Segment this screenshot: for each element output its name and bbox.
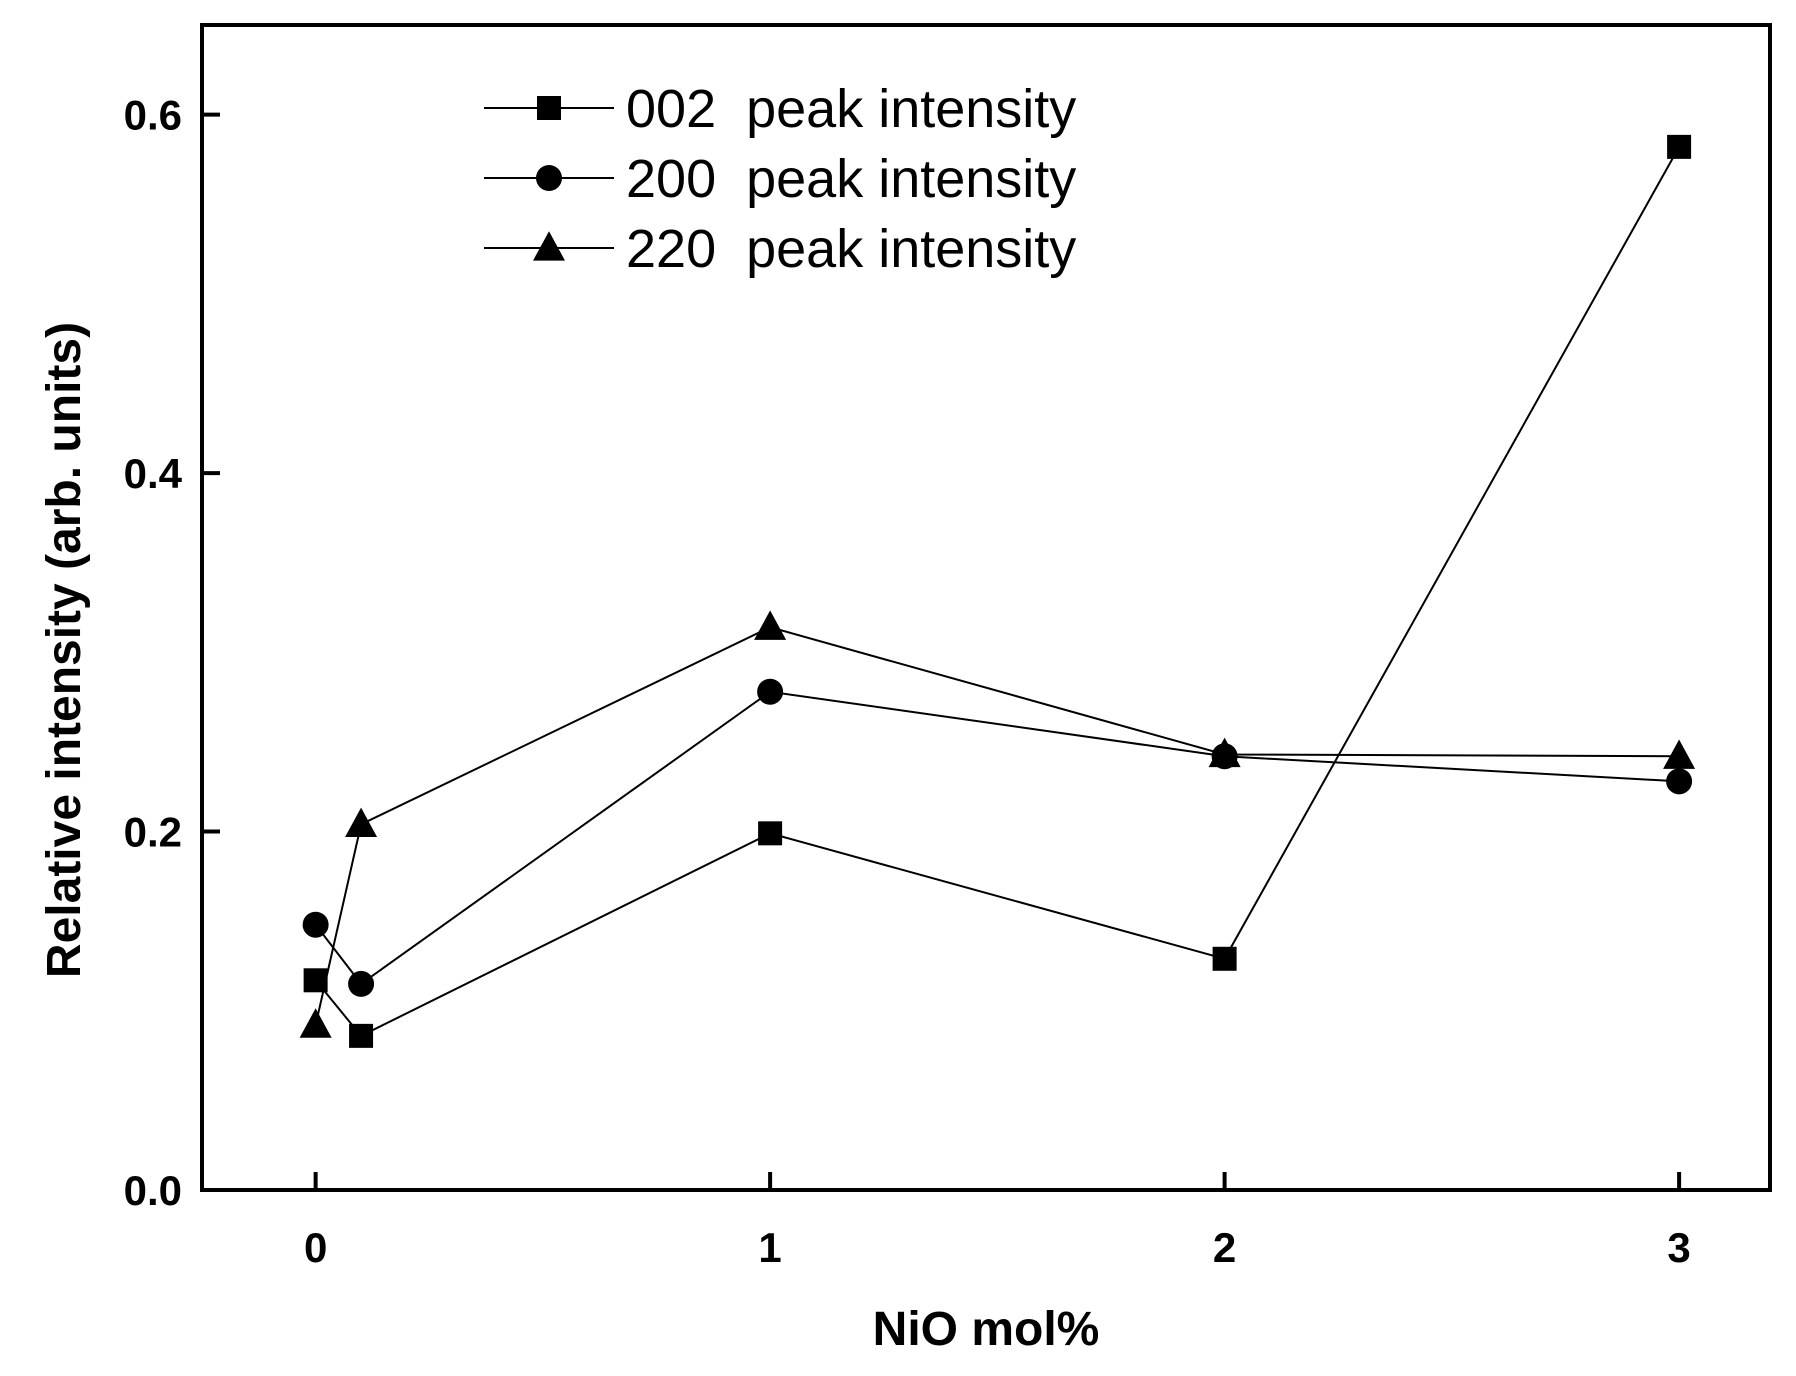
- series-triangle: [299, 610, 1696, 1038]
- data-point-square: [1667, 134, 1692, 159]
- legend-item: 002 peak intensity: [484, 79, 1076, 139]
- data-point-triangle: [345, 807, 378, 837]
- y-tick-label: 0.4: [124, 450, 183, 497]
- plot-area-frame: [200, 23, 1772, 1192]
- data-point-circle: [302, 911, 329, 938]
- legend-marker-square: [537, 96, 561, 120]
- legend-marker-triangle: [533, 231, 565, 261]
- y-tick-label: 0.0: [124, 1167, 182, 1214]
- data-point-circle: [348, 970, 375, 997]
- series-square: [303, 134, 1692, 1048]
- data-point-triangle: [299, 1008, 332, 1038]
- x-axis-title: NiO mol%: [873, 1303, 1100, 1356]
- data-point-triangle: [754, 610, 787, 640]
- series-line: [314, 690, 1680, 986]
- legend-item: 220 peak intensity: [484, 219, 1076, 279]
- series-layer: [299, 134, 1696, 1048]
- legend-item: 200 peak intensity: [484, 149, 1076, 209]
- x-tick-label: 3: [1667, 1224, 1690, 1271]
- y-tick-label: 0.2: [124, 809, 182, 856]
- data-point-square: [1212, 946, 1237, 971]
- x-axis: 0 1 2 3: [304, 1172, 1691, 1271]
- series-circle: [302, 678, 1693, 997]
- legend-marker-circle: [536, 165, 562, 191]
- data-point-square: [349, 1023, 374, 1048]
- data-point-square: [758, 821, 783, 846]
- x-tick-label: 2: [1213, 1224, 1236, 1271]
- x-tick-label: 1: [758, 1224, 781, 1271]
- x-tick-label: 0: [304, 1224, 327, 1271]
- y-axis: 0.0 0.2 0.4 0.6: [124, 92, 220, 1214]
- legend-label: 220 peak intensity: [626, 219, 1076, 279]
- y-tick-label: 0.6: [124, 92, 182, 139]
- data-point-circle: [1666, 768, 1693, 795]
- y-axis-title: Relative intensity (arb. units): [38, 322, 91, 978]
- data-point-triangle: [1663, 739, 1696, 769]
- legend: 002 peak intensity 200 peak intensity 220 …: [484, 79, 1076, 279]
- legend-label: 002 peak intensity: [626, 79, 1076, 139]
- data-point-circle: [757, 678, 784, 705]
- data-point-triangle: [1208, 737, 1241, 768]
- series-line: [314, 626, 1680, 1026]
- legend-label: 200 peak intensity: [626, 149, 1076, 209]
- series-line: [314, 146, 1680, 1038]
